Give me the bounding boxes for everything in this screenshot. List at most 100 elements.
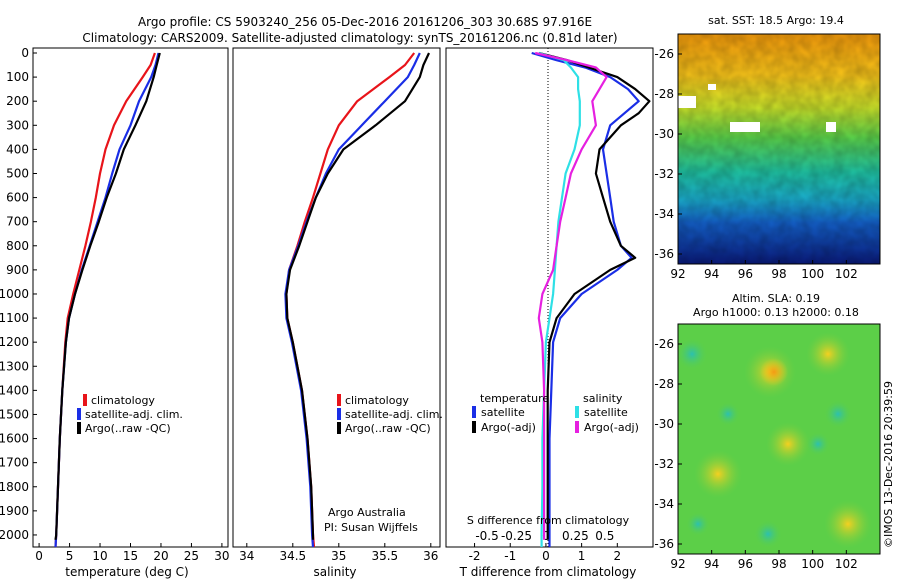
- lon-tick-label: 96: [738, 557, 753, 571]
- x-tick-label: 35.5: [371, 549, 398, 563]
- x-tick-label: 0: [542, 549, 550, 563]
- legend-salinity-title: salinity: [583, 392, 623, 405]
- sst-lon-axis: 92 94 96 98 100 102: [670, 260, 858, 281]
- legend-swatch-climatology: [83, 394, 87, 406]
- legend-swatch-sal-argo: [575, 421, 579, 433]
- lon-tick-label: 94: [704, 267, 719, 281]
- x2-tick-label: 0.25: [562, 529, 589, 543]
- sst-heatmap: [678, 34, 880, 264]
- depth-tick-label: 300: [6, 118, 29, 132]
- lat-tick-label: -36: [654, 537, 674, 551]
- depth-tick-label: 1600: [0, 432, 29, 446]
- series-line-argo-raw-qc-: [54, 52, 161, 540]
- legend-swatch-temp-argo: [472, 421, 476, 433]
- sst-texture: [678, 34, 880, 264]
- legend-swatch-climatology: [337, 394, 341, 406]
- legend-label-temp-argo: Argo(-adj): [481, 421, 536, 434]
- legend-swatch-temp-satellite: [472, 406, 476, 418]
- x-tick-label: 20: [153, 549, 168, 563]
- temperature-x-axis: 0 5 10 15 20 25 30: [35, 543, 230, 563]
- sla-anomaly-blob: [686, 512, 710, 536]
- depth-axis: 0 100 200 300 400 500 600 700 800 900 1000 1100 1200…: [0, 46, 37, 542]
- lat-tick-label: -32: [654, 167, 674, 181]
- legend-swatch-sal-satellite: [575, 406, 579, 418]
- sla-anomaly-blob: [806, 432, 830, 456]
- legend-swatch-argo: [77, 422, 81, 434]
- temperature-legend: climatology satellite-adj. clim. Argo(..…: [77, 394, 183, 435]
- depth-tick-label: 1300: [0, 359, 29, 373]
- x-tick-label: 36: [423, 549, 438, 563]
- salinity-axes-frame: [232, 47, 441, 548]
- x-tick-label: 35: [331, 549, 346, 563]
- sla-heatmap: [678, 324, 880, 554]
- legend-label-argo: Argo(..raw -QC): [85, 422, 171, 435]
- depth-tick-label: 1800: [0, 480, 29, 494]
- sla-anomaly-blob: [678, 338, 708, 370]
- depth-tick-label: 1500: [0, 407, 29, 421]
- legend-swatch-argo: [337, 422, 341, 434]
- legend-label-climatology: climatology: [91, 394, 155, 407]
- legend-label-climatology: climatology: [345, 394, 409, 407]
- lat-tick-label: -26: [654, 47, 674, 61]
- sla-anomaly-blob: [694, 450, 742, 498]
- x-tick-label: 25: [184, 549, 199, 563]
- x2-tick-label: 0: [542, 529, 550, 543]
- legend-label-temp-satellite: satellite: [481, 406, 525, 419]
- series-line-salinity-satellite: [538, 51, 581, 547]
- sst-title: sat. SST: 18.5 Argo: 19.4: [708, 14, 844, 27]
- series-line-temperature-argo-adj-: [538, 51, 651, 540]
- difference-profiles: [531, 51, 651, 547]
- x-tick-label: 34.5: [279, 549, 306, 563]
- depth-tick-label: 100: [6, 70, 29, 84]
- cloud-mask: [730, 122, 760, 132]
- depth-tick-label: 800: [6, 239, 29, 253]
- x2-tick-label: 0.5: [595, 529, 614, 543]
- cloud-mask: [678, 96, 696, 108]
- sla-title-1: Altim. SLA: 0.19: [732, 292, 820, 305]
- sla-anomaly-blob: [766, 422, 810, 466]
- x-tick-label: -1: [504, 549, 516, 563]
- sla-anomaly-blob: [806, 332, 850, 376]
- credit-line-2: PI: Susan Wijffels: [324, 521, 418, 534]
- depth-tick-label: 200: [6, 94, 29, 108]
- depth-tick-label: 1200: [0, 335, 29, 349]
- legend-label-sal-argo: Argo(-adj): [584, 421, 639, 434]
- depth-tick-label: 1000: [0, 287, 29, 301]
- depth-tick-label: 0: [21, 46, 29, 60]
- depth-tick-label: 400: [6, 142, 29, 156]
- x-tick-label: 10: [92, 549, 107, 563]
- lat-tick-label: -34: [654, 207, 674, 221]
- depth-tick-label: 900: [6, 263, 29, 277]
- lon-tick-label: 102: [835, 267, 858, 281]
- salinity-x-axis: 34 34.5 35 35.5 36: [239, 543, 438, 563]
- series-line-salinity-argo-adj-: [534, 51, 608, 540]
- lat-tick-label: -32: [654, 457, 674, 471]
- legend-temperature-title: temperature: [480, 392, 549, 405]
- legend-swatch-satellite: [77, 408, 81, 420]
- lat-tick-label: -34: [654, 497, 674, 511]
- credit-line-1: Argo Australia: [328, 506, 406, 519]
- depth-tick-label: 500: [6, 166, 29, 180]
- lon-tick-label: 98: [771, 267, 786, 281]
- lat-tick-label: -26: [654, 337, 674, 351]
- lon-tick-label: 102: [835, 557, 858, 571]
- sst-lat-axis: -26 -28 -30 -32 -34 -36: [654, 47, 682, 261]
- difference-legend: temperature satellite Argo(-adj) salinit…: [472, 392, 639, 434]
- difference-panel: -2 -1 0 1 2 -0.5 -0.25 0 0.25 0.5 temperature sat…: [445, 47, 654, 579]
- sla-title-2: Argo h1000: 0.13 h2000: 0.18: [693, 306, 859, 319]
- lon-tick-label: 96: [738, 267, 753, 281]
- temperature-profiles: [54, 52, 161, 548]
- legend-label-sal-satellite: satellite: [584, 406, 628, 419]
- lat-tick-label: -30: [654, 417, 674, 431]
- imos-footer: ©IMOS 13-Dec-2016 20:39:59: [882, 381, 895, 548]
- x-tick-label: 5: [66, 549, 74, 563]
- lon-tick-label: 98: [771, 557, 786, 571]
- sla-anomaly-blob: [824, 500, 872, 548]
- temperature-panel: 0100200300400500600700800900100011001200…: [0, 46, 230, 579]
- cloud-mask: [826, 122, 836, 132]
- lat-tick-label: -36: [654, 247, 674, 261]
- depth-tick-label: 700: [6, 215, 29, 229]
- x-tick-label: 2: [613, 549, 621, 563]
- lon-tick-label: 100: [801, 267, 824, 281]
